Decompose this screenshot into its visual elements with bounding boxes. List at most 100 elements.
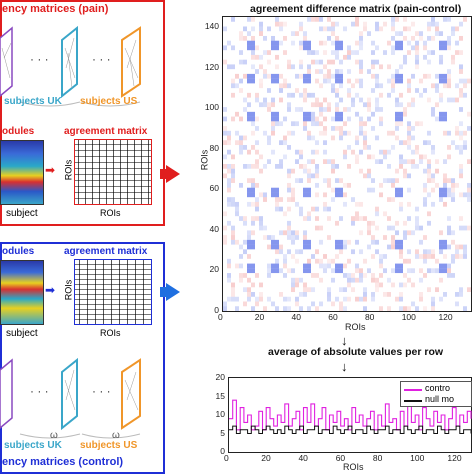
heatmap-cell [395, 244, 399, 250]
heatmap-cell [391, 83, 395, 89]
heatmap-cell [419, 31, 423, 36]
heatmap-cell [407, 50, 411, 55]
heatmap-cell [459, 145, 463, 150]
heatmap-cell [303, 168, 307, 174]
heatmap-cell [403, 168, 407, 174]
heatmap-cell [283, 211, 287, 217]
heatmap-cell [399, 249, 403, 255]
heatmap-cell [315, 173, 319, 179]
heatmap-cell [355, 78, 359, 84]
heatmap-cell [279, 140, 283, 146]
heatmap-cell [223, 130, 227, 136]
heatmap-cell [323, 126, 327, 131]
heatmap-cell [415, 45, 419, 51]
heatmap-cell [227, 140, 231, 146]
heatmap-cell [411, 230, 415, 236]
heatmap-cell [423, 187, 427, 193]
heatmap-cell [403, 26, 407, 32]
red-arrow-icon [166, 165, 180, 183]
heatmap-cell [403, 159, 407, 164]
heatmap-cell [243, 145, 247, 150]
heatmap-cell [267, 73, 271, 79]
heatmap-cell [271, 301, 275, 307]
heatmap-cell [463, 225, 467, 231]
heatmap-cell [447, 69, 451, 74]
heatmap-cell [311, 273, 315, 278]
heatmap-cell [387, 92, 391, 98]
heatmap-cell [279, 159, 283, 164]
heatmap-cell [227, 187, 231, 193]
heatmap-cell [275, 244, 279, 250]
heatmap-cell [355, 140, 359, 146]
heatmap-cell [399, 140, 403, 146]
heatmap-cell [307, 17, 311, 22]
heatmap-cell [307, 211, 311, 217]
heatmap-ytick: 40 [209, 223, 219, 234]
heatmap-cell [407, 201, 411, 207]
heatmap-cell [443, 173, 447, 179]
heatmap-cell [343, 192, 347, 198]
heatmap-cell [355, 159, 359, 164]
heatmap-cell [459, 192, 463, 198]
heatmap-cell [347, 130, 351, 136]
heatmap-cell [395, 168, 399, 174]
heatmap-cell [263, 306, 267, 311]
heatmap-cell [443, 239, 447, 245]
heatmap-cell [371, 187, 375, 193]
heatmap-cell [447, 268, 451, 274]
heatmap-cell [227, 258, 231, 264]
heatmap-cell [259, 192, 263, 198]
heatmap-cell [415, 54, 419, 60]
heatmap-cell [255, 149, 259, 155]
heatmap-cell [283, 135, 287, 141]
heatmap-cell [259, 54, 263, 60]
heatmap-cell [427, 287, 431, 293]
heatmap-cell [275, 116, 279, 122]
heatmap-cell [231, 64, 235, 70]
heatmap-cell [455, 254, 459, 259]
heatmap-cell [299, 154, 303, 160]
heatmap-ytick: 0 [214, 305, 219, 315]
heatmap-cell [451, 182, 455, 188]
heatmap-cell [359, 31, 363, 36]
heatmap-cell [311, 111, 315, 117]
heatmap-cell [283, 306, 287, 311]
heatmap-cell [335, 45, 339, 51]
heatmap-cell [331, 135, 335, 141]
svg-text:· · ·: · · · [92, 384, 111, 398]
heatmap-cell [407, 187, 411, 193]
heatmap-cell [375, 287, 379, 293]
heatmap-cell [295, 31, 299, 36]
heatmap-cell [439, 296, 443, 302]
heatmap-cell [439, 244, 443, 250]
heatmap-cell [323, 149, 327, 155]
heatmap-cell [243, 97, 247, 103]
heatmap-cell [287, 145, 291, 150]
heatmap-cell [463, 17, 467, 22]
heatmap-cell [463, 140, 467, 146]
heatmap-cell [251, 192, 255, 198]
heatmap-cell [379, 282, 383, 288]
heatmap-cell [259, 154, 263, 160]
heatmap-cell [351, 21, 355, 27]
heatmap-cell [383, 149, 387, 155]
heatmap-cell [271, 244, 275, 250]
heatmap-cell [295, 121, 299, 127]
heatmap-cell [335, 88, 339, 93]
heatmap-cell [231, 296, 235, 302]
heatmap-cell [439, 239, 443, 245]
heatmap-cell [387, 225, 391, 231]
heatmap-cell [307, 111, 311, 117]
heatmap-cell [339, 239, 343, 245]
heatmap-cell [295, 178, 299, 183]
legend-label-null: null mo [425, 394, 455, 404]
heatmap-cell [251, 263, 255, 269]
heatmap-cell [287, 173, 291, 179]
heatmap-cell [251, 216, 255, 221]
heatmap-cell [391, 244, 395, 250]
heatmap-cell [371, 273, 375, 278]
heatmap-cell [435, 26, 439, 32]
heatmap-cell [431, 268, 435, 274]
heatmap-cell [299, 21, 303, 27]
heatmap-cell [331, 159, 335, 164]
